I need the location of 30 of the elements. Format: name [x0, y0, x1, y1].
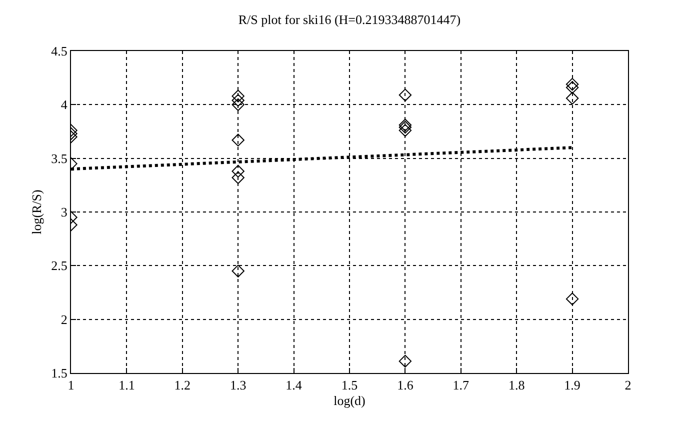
x-tick-label: 1.2	[174, 378, 191, 393]
y-tick-label: 3	[60, 204, 68, 220]
x-tick-label: 1.8	[508, 378, 525, 393]
x-tick-label: 2	[624, 378, 632, 393]
x-tick-label: 1.1	[118, 378, 135, 393]
x-tick-label: 1.7	[452, 378, 470, 393]
x-tick-label: 1.6	[397, 378, 414, 393]
point	[566, 92, 579, 105]
point	[398, 118, 412, 132]
y-tick-label: 3.5	[51, 150, 68, 166]
chart-title: R/S plot for ski16 (H=0.21933488701447)	[238, 12, 461, 28]
x-tick-label: 1	[68, 378, 74, 393]
point	[398, 124, 412, 137]
x-tick-label: 1.5	[341, 378, 358, 393]
y-tick-label: 4.5	[51, 44, 68, 59]
y-tick-label: 2	[60, 312, 68, 327]
point	[566, 81, 579, 94]
y-tick-label: 4	[60, 97, 68, 112]
y-axis-title: log(R/S)	[29, 190, 44, 234]
point	[398, 88, 412, 102]
y-tick-label: 2.5	[51, 258, 68, 274]
point	[398, 120, 412, 134]
point	[566, 78, 579, 91]
x-axis-title: log(d)	[334, 393, 366, 408]
x-tick-label: 1.4	[286, 378, 302, 393]
point	[398, 354, 412, 368]
point	[566, 292, 579, 306]
y-tick-label: 1.5	[51, 366, 68, 381]
x-tick-label: 1.3	[230, 378, 246, 393]
x-tick-label: 1.9	[564, 378, 580, 393]
